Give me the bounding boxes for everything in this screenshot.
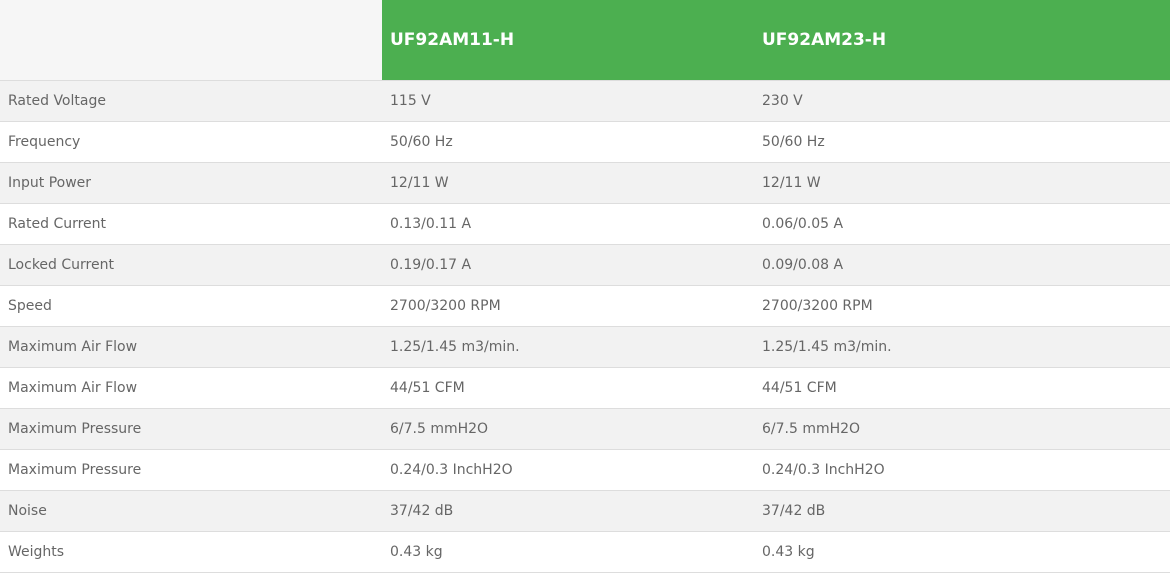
row-label: Input Power <box>0 162 382 204</box>
header-row: UF92AM11-H UF92AM23-H <box>0 0 1170 81</box>
table-row: Rated Voltage 115 V 230 V <box>0 80 1170 122</box>
value-model-1: 6/7.5 mmH2O <box>382 408 754 450</box>
spec-rows: Rated Voltage 115 V 230 V Frequency 50/60 Hz… <box>0 80 1170 573</box>
row-label: Weights <box>0 531 382 573</box>
row-label: Maximum Air Flow <box>0 367 382 409</box>
model-header-1: UF92AM11-H <box>382 0 754 81</box>
table-row: Locked Current 0.19/0.17 A 0.09/0.08 A <box>0 244 1170 286</box>
row-label: Maximum Pressure <box>0 449 382 491</box>
row-label: Maximum Air Flow <box>0 326 382 368</box>
value-model-2: 44/51 CFM <box>754 367 1170 409</box>
row-label: Maximum Pressure <box>0 408 382 450</box>
row-label: Rated Current <box>0 203 382 245</box>
table-row: Frequency 50/60 Hz 50/60 Hz <box>0 121 1170 163</box>
value-model-1: 0.13/0.11 A <box>382 203 754 245</box>
value-model-1: 50/60 Hz <box>382 121 754 163</box>
value-model-2: 0.09/0.08 A <box>754 244 1170 286</box>
table-row: Speed 2700/3200 RPM 2700/3200 RPM <box>0 285 1170 327</box>
row-label: Speed <box>0 285 382 327</box>
value-model-2: 0.06/0.05 A <box>754 203 1170 245</box>
value-model-1: 0.19/0.17 A <box>382 244 754 286</box>
value-model-2: 6/7.5 mmH2O <box>754 408 1170 450</box>
table-row: Maximum Air Flow 1.25/1.45 m3/min. 1.25/1.… <box>0 326 1170 368</box>
table-row: Input Power 12/11 W 12/11 W <box>0 162 1170 204</box>
table-row: Weights 0.43 kg 0.43 kg <box>0 531 1170 573</box>
value-model-2: 12/11 W <box>754 162 1170 204</box>
value-model-2: 1.25/1.45 m3/min. <box>754 326 1170 368</box>
value-model-2: 2700/3200 RPM <box>754 285 1170 327</box>
value-model-2: 37/42 dB <box>754 490 1170 532</box>
value-model-1: 0.43 kg <box>382 531 754 573</box>
value-model-1: 2700/3200 RPM <box>382 285 754 327</box>
value-model-2: 50/60 Hz <box>754 121 1170 163</box>
table-row: Maximum Pressure 0.24/0.3 InchH2O 0.24/0.3… <box>0 449 1170 491</box>
table-row: Maximum Air Flow 44/51 CFM 44/51 CFM <box>0 367 1170 409</box>
value-model-1: 44/51 CFM <box>382 367 754 409</box>
header-blank-cell <box>0 0 382 81</box>
value-model-1: 115 V <box>382 80 754 122</box>
table-row: Noise 37/42 dB 37/42 dB <box>0 490 1170 532</box>
value-model-2: 230 V <box>754 80 1170 122</box>
row-label: Rated Voltage <box>0 80 382 122</box>
row-label: Locked Current <box>0 244 382 286</box>
value-model-1: 1.25/1.45 m3/min. <box>382 326 754 368</box>
value-model-1: 12/11 W <box>382 162 754 204</box>
table-row: Rated Current 0.13/0.11 A 0.06/0.05 A <box>0 203 1170 245</box>
value-model-2: 0.43 kg <box>754 531 1170 573</box>
value-model-1: 0.24/0.3 InchH2O <box>382 449 754 491</box>
row-label: Frequency <box>0 121 382 163</box>
model-header-2: UF92AM23-H <box>754 0 1170 81</box>
table-row: Maximum Pressure 6/7.5 mmH2O 6/7.5 mmH2O <box>0 408 1170 450</box>
row-label: Noise <box>0 490 382 532</box>
value-model-1: 37/42 dB <box>382 490 754 532</box>
value-model-2: 0.24/0.3 InchH2O <box>754 449 1170 491</box>
